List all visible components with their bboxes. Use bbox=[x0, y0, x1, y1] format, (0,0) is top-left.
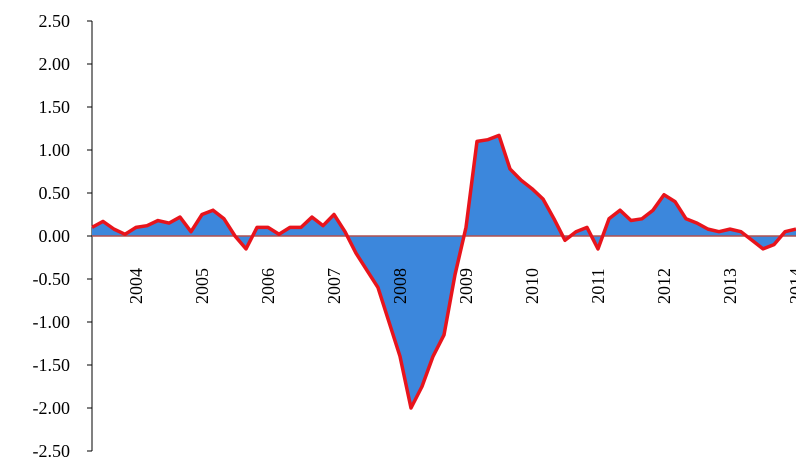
y-tick-label: 1.00 bbox=[39, 140, 71, 160]
x-tick-label: 2010 bbox=[522, 268, 542, 304]
y-tick-label: -1.00 bbox=[33, 312, 71, 332]
x-tick-label: 2012 bbox=[654, 268, 674, 304]
x-tick-label: 2004 bbox=[126, 268, 146, 304]
y-tick-label: -0.50 bbox=[33, 269, 71, 289]
x-tick-label: 2013 bbox=[720, 268, 740, 304]
y-tick-label: -1.50 bbox=[33, 355, 71, 375]
x-tick-label: 2011 bbox=[588, 268, 608, 303]
y-tick-label: 2.00 bbox=[39, 54, 71, 74]
y-tick-label: -2.00 bbox=[33, 398, 71, 418]
x-tick-label: 2008 bbox=[390, 268, 410, 304]
x-tick-label: 2009 bbox=[456, 268, 476, 304]
x-tick-label: 2006 bbox=[258, 268, 278, 304]
x-tick-label: 2007 bbox=[324, 268, 344, 304]
y-tick-label: 0.00 bbox=[39, 226, 71, 246]
y-tick-label: -2.50 bbox=[33, 441, 71, 459]
line bbox=[91, 133, 796, 410]
area bbox=[92, 135, 796, 408]
x-tick-label: 2014 bbox=[786, 268, 796, 304]
x-tick-label: 2005 bbox=[192, 268, 212, 304]
y-tick-label: 0.50 bbox=[39, 183, 71, 203]
y-tick-label: 2.50 bbox=[39, 11, 71, 31]
y-tick-label: 1.50 bbox=[39, 97, 71, 117]
